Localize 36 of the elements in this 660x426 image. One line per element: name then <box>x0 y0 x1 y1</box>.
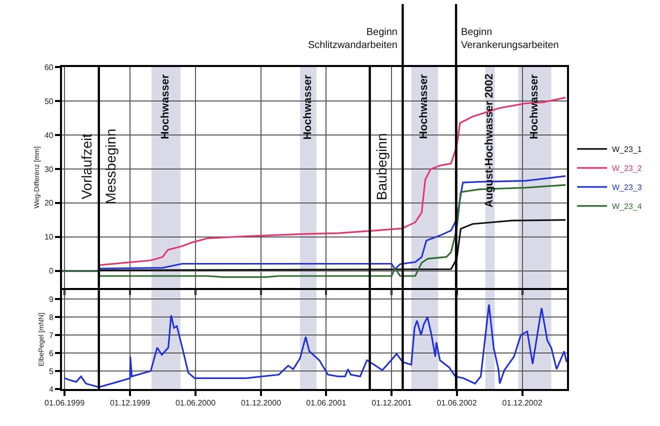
y-tick-label: 9 <box>48 294 54 304</box>
annotation: Vorlaufzeit <box>78 134 94 200</box>
y-tick-label: 0 <box>48 266 54 276</box>
legend-label: W_23_4 <box>612 202 642 212</box>
y-tick-label: 8 <box>48 312 54 322</box>
y-tick-label: 4 <box>48 384 54 394</box>
ref-line-label: Baubeginn <box>373 133 390 200</box>
ref-line-label: Messbeginn <box>102 128 118 204</box>
x-tick-label: 01.12.2001 <box>372 398 412 408</box>
y-tick-label: 40 <box>44 130 54 140</box>
y-tick-label: 20 <box>44 198 54 208</box>
x-tick-label: 01.06.2001 <box>306 398 347 408</box>
band-label: Hochwasser <box>418 73 430 139</box>
legend-label: W_23_2 <box>612 164 642 174</box>
band-label: Hochwasser <box>528 74 540 140</box>
ref-line-label: Beginn Schlitzwandarbeiten <box>308 27 398 51</box>
x-tick-label: 01.06.2002 <box>436 398 478 408</box>
legend-label: W_23_1 <box>612 145 642 154</box>
y-tick-label: 30 <box>44 164 54 174</box>
band-label: Hochwasser <box>302 74 314 140</box>
y-tick-label: 5 <box>48 366 54 376</box>
line-series <box>64 304 567 388</box>
x-tick-label: 01.06.2000 <box>175 398 216 408</box>
y-tick-label: 60 <box>44 62 54 72</box>
band-label: August-Hochwasser 2002 <box>484 74 496 208</box>
x-tick-label: 01.06.1999 <box>44 398 86 408</box>
band-label: Hochwasser <box>159 74 172 140</box>
y-tick-label: 10 <box>44 232 54 242</box>
y-tick-label: 6 <box>48 348 54 358</box>
ref-line-label: Beginn Verankerungsarbeiten <box>461 27 559 51</box>
x-tick-label: 01.12.1999 <box>110 398 151 408</box>
x-tick-label: 01.12.2000 <box>240 398 282 408</box>
y-tick-label: 7 <box>48 330 54 340</box>
legend-label: W_23_3 <box>612 183 642 192</box>
y-tick-label: 50 <box>44 96 54 106</box>
x-tick-label: 01.12.2002 <box>502 398 543 408</box>
